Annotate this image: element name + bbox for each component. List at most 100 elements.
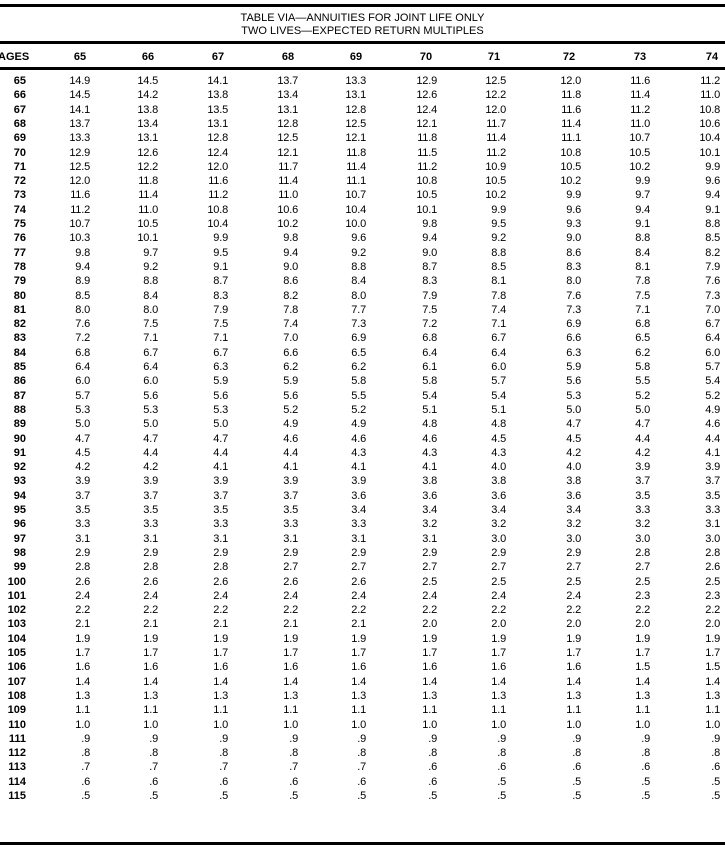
table-cell: 7.5 <box>635 289 650 302</box>
table-cell: .8 <box>572 747 581 760</box>
table-cell: 2.5 <box>491 575 506 588</box>
table-cell: 1.1 <box>491 704 506 717</box>
table-cell: 9.4 <box>635 203 650 216</box>
table-cell: 2.4 <box>213 589 228 602</box>
row-age: 75 <box>13 218 26 230</box>
table-cell: 12.5 <box>69 160 90 173</box>
table-cell: 4.2 <box>143 461 158 474</box>
table-cell: .9 <box>149 732 158 745</box>
table-cell: 5.2 <box>705 389 720 402</box>
table-cell: 8.1 <box>635 260 650 273</box>
table-cell: 1.6 <box>351 661 366 674</box>
table-cell: 11.8 <box>561 89 581 102</box>
table-cell: 3.4 <box>351 504 366 516</box>
table-cell: 6.4 <box>422 346 437 359</box>
table-cell: 10.9 <box>485 160 506 173</box>
column-header-69: 69 <box>349 51 363 63</box>
table-cell: 4.3 <box>351 446 366 459</box>
table-cell: 11.6 <box>70 189 90 202</box>
table-cell: 4.7 <box>566 418 581 431</box>
table-cell: 3.5 <box>213 504 228 516</box>
table-cell: .8 <box>149 747 158 760</box>
table-cell: 8.5 <box>705 232 720 245</box>
table-cell: 12.5 <box>345 117 366 130</box>
table-cell: 10.2 <box>560 175 581 188</box>
table-cell: 1.0 <box>422 718 437 731</box>
table-cell: 9.9 <box>491 203 506 216</box>
table-cell: 10.5 <box>560 160 581 173</box>
table-cell: 4.4 <box>213 446 228 459</box>
table-cell: 2.8 <box>143 561 158 574</box>
table-cell: 4.0 <box>566 461 581 474</box>
table-cell: 3.9 <box>143 475 158 488</box>
table-cell: 4.1 <box>422 461 437 474</box>
table-cell: 6.8 <box>75 346 90 359</box>
table-cell: 1.9 <box>705 632 720 645</box>
table-cell: 2.3 <box>705 589 720 602</box>
table-cell: 11.4 <box>278 175 298 188</box>
table-cell: 8.0 <box>75 303 90 316</box>
table-cell: 4.1 <box>705 446 720 459</box>
table-cell: 2.1 <box>351 618 366 631</box>
row-age: 100 <box>7 575 26 588</box>
table-cell: 3.7 <box>635 475 650 488</box>
table-cell: 11.8 <box>417 132 437 145</box>
table-cell: 7.1 <box>491 318 506 331</box>
table-cell: 1.0 <box>283 718 298 731</box>
table-cell: 5.8 <box>422 375 437 388</box>
table-cell: 3.5 <box>143 504 158 516</box>
table-cell: 12.4 <box>207 146 228 159</box>
table-cell: 3.7 <box>283 489 298 502</box>
table-cell: .9 <box>497 732 506 745</box>
table-cell: 4.7 <box>143 432 158 445</box>
table-cell: 4.9 <box>283 418 298 431</box>
table-cell: 9.8 <box>75 246 90 259</box>
table-cell: 6.4 <box>75 361 90 373</box>
table-cell: 14.5 <box>69 89 90 102</box>
table-cell: .6 <box>572 761 581 774</box>
table-cell: 2.0 <box>705 618 720 631</box>
table-cell: 1.0 <box>351 718 366 731</box>
row-age: 108 <box>7 689 26 702</box>
table-cell: 9.5 <box>491 218 506 230</box>
table-cell: 13.8 <box>137 103 158 116</box>
table-cell: 2.4 <box>143 589 158 602</box>
table-cell: 12.4 <box>416 103 437 116</box>
table-cell: 13.4 <box>137 117 158 130</box>
table-cell: 7.4 <box>491 303 506 316</box>
table-cell: 10.8 <box>416 175 437 188</box>
table-cell: 6.0 <box>75 375 90 388</box>
row-age: 99 <box>13 561 26 574</box>
table-cell: .8 <box>289 747 298 760</box>
table-cell: 1.0 <box>143 718 158 731</box>
table-cell: 9.7 <box>635 189 650 202</box>
table-cell: 12.8 <box>207 132 228 145</box>
table-cell: 2.2 <box>283 604 298 617</box>
table-cell: 4.3 <box>422 446 437 459</box>
table-cell: 5.3 <box>566 389 581 402</box>
table-cell: 3.1 <box>75 532 90 545</box>
table-cell: 7.5 <box>143 318 158 331</box>
table-cell: 1.7 <box>566 647 581 659</box>
table-cell: 10.8 <box>699 103 720 116</box>
table-cell: .7 <box>81 761 90 774</box>
table-cell: 7.2 <box>422 318 437 331</box>
table-cell: 9.4 <box>705 189 720 202</box>
table-cell: 9.1 <box>705 203 720 216</box>
table-cell: 8.6 <box>283 275 298 288</box>
table-cell: 11.7 <box>486 117 506 130</box>
table-cell: 11.4 <box>346 160 366 173</box>
table-cell: 5.3 <box>143 403 158 416</box>
table-cell: 4.2 <box>635 446 650 459</box>
table-cell: 2.6 <box>351 575 366 588</box>
table-cell: 6.4 <box>705 332 720 345</box>
table-cell: 11.6 <box>630 75 650 87</box>
table-cell: 5.0 <box>566 403 581 416</box>
table-cell: 9.4 <box>75 260 90 273</box>
table-cell: 11.5 <box>417 146 437 159</box>
table-cell: 8.7 <box>422 260 437 273</box>
table-cell: 4.9 <box>351 418 366 431</box>
table-cell: 13.1 <box>277 103 298 116</box>
table-cell: 6.5 <box>351 346 366 359</box>
table-cell: 2.6 <box>283 575 298 588</box>
